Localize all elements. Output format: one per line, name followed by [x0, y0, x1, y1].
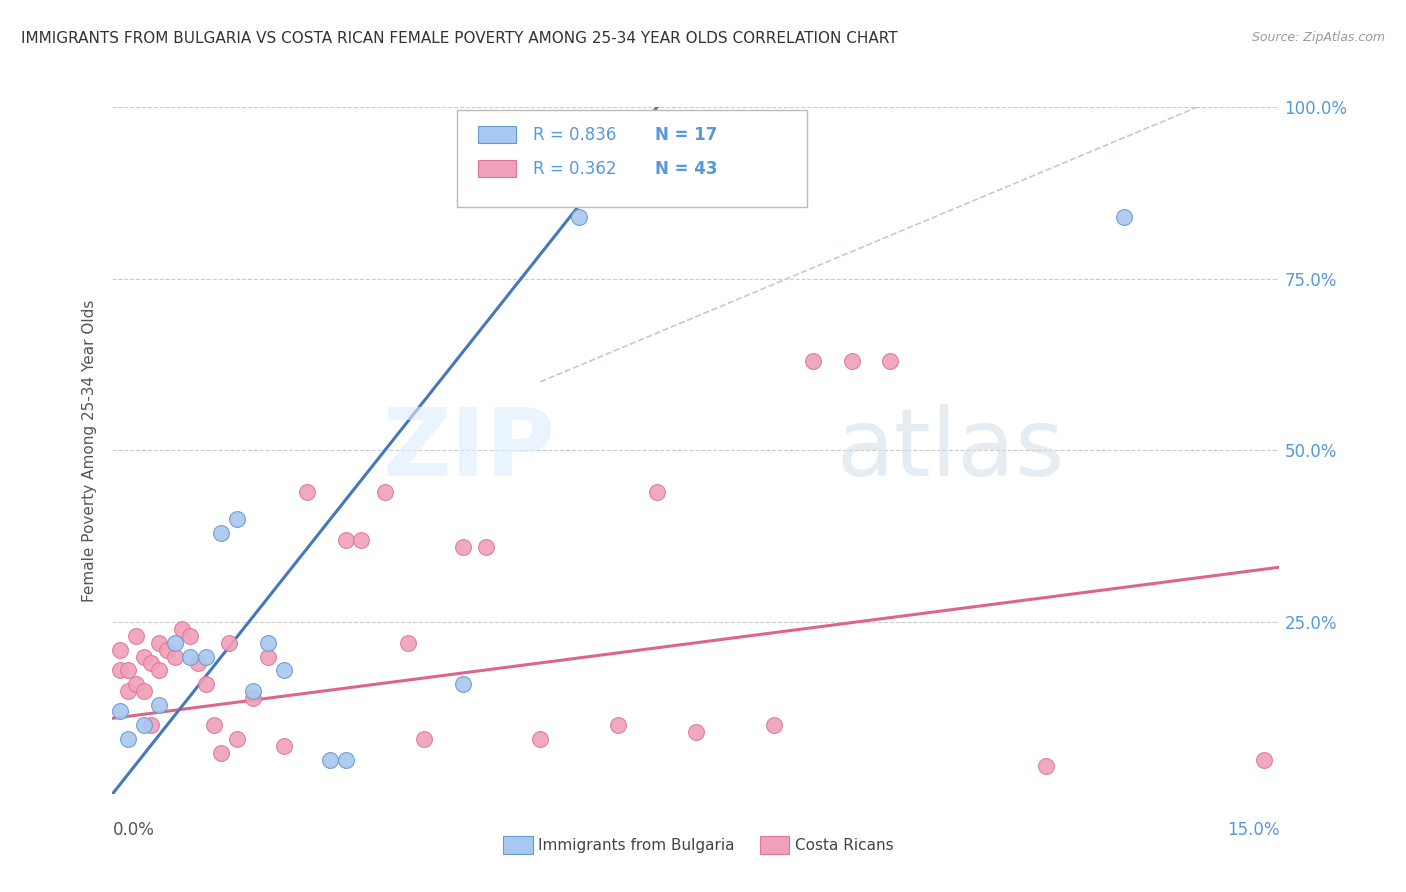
Point	[218, 636, 240, 650]
Point	[132, 683, 155, 698]
Point	[273, 663, 295, 677]
Point	[132, 718, 155, 732]
Point	[209, 525, 232, 540]
Point	[257, 636, 280, 650]
Point	[156, 642, 179, 657]
Point	[335, 533, 357, 547]
Point	[607, 718, 630, 732]
Point	[762, 718, 785, 732]
Point	[350, 533, 373, 547]
Point	[179, 629, 201, 643]
Point	[148, 636, 170, 650]
Point	[110, 663, 132, 677]
Point	[475, 540, 498, 554]
Point	[209, 746, 232, 760]
FancyBboxPatch shape	[478, 161, 516, 178]
Point	[242, 683, 264, 698]
Point	[242, 690, 264, 705]
Text: atlas: atlas	[837, 404, 1064, 497]
Text: IMMIGRANTS FROM BULGARIA VS COSTA RICAN FEMALE POVERTY AMONG 25-34 YEAR OLDS COR: IMMIGRANTS FROM BULGARIA VS COSTA RICAN …	[21, 31, 897, 46]
Point	[451, 540, 474, 554]
Point	[110, 642, 132, 657]
Point	[141, 657, 163, 671]
Text: Source: ZipAtlas.com: Source: ZipAtlas.com	[1251, 31, 1385, 45]
Text: Immigrants from Bulgaria: Immigrants from Bulgaria	[538, 838, 735, 853]
Point	[163, 649, 186, 664]
Point	[1112, 210, 1135, 224]
Text: Costa Ricans: Costa Ricans	[796, 838, 894, 853]
Point	[257, 649, 280, 664]
Point	[451, 677, 474, 691]
Y-axis label: Female Poverty Among 25-34 Year Olds: Female Poverty Among 25-34 Year Olds	[82, 300, 97, 601]
Point	[685, 725, 707, 739]
Text: R = 0.836: R = 0.836	[533, 126, 616, 144]
Text: ZIP: ZIP	[382, 404, 555, 497]
Point	[879, 354, 901, 368]
FancyBboxPatch shape	[457, 111, 807, 207]
Point	[148, 698, 170, 712]
Point	[117, 731, 139, 746]
Point	[841, 354, 863, 368]
FancyBboxPatch shape	[761, 837, 789, 855]
Point	[335, 753, 357, 767]
Point	[295, 484, 318, 499]
Point	[226, 731, 249, 746]
Point	[801, 354, 824, 368]
Point	[374, 484, 396, 499]
Point	[273, 739, 295, 753]
FancyBboxPatch shape	[503, 837, 533, 855]
Point	[172, 622, 194, 636]
Text: 15.0%: 15.0%	[1227, 822, 1279, 839]
Point	[194, 677, 217, 691]
Point	[163, 636, 186, 650]
Point	[125, 629, 148, 643]
Point	[1035, 759, 1057, 773]
Text: N = 17: N = 17	[655, 126, 717, 144]
Point	[125, 677, 148, 691]
Point	[148, 663, 170, 677]
Point	[1253, 753, 1275, 767]
Point	[117, 663, 139, 677]
Point	[529, 731, 551, 746]
FancyBboxPatch shape	[478, 126, 516, 143]
Point	[132, 649, 155, 664]
Point	[645, 484, 668, 499]
Point	[117, 683, 139, 698]
Point	[319, 753, 342, 767]
Point	[141, 718, 163, 732]
Point	[202, 718, 225, 732]
Point	[110, 705, 132, 719]
Point	[187, 657, 209, 671]
Point	[226, 512, 249, 526]
Point	[396, 636, 419, 650]
Point	[194, 649, 217, 664]
Text: 0.0%: 0.0%	[112, 822, 155, 839]
Point	[412, 731, 434, 746]
Point	[568, 210, 591, 224]
Point	[179, 649, 201, 664]
Text: R = 0.362: R = 0.362	[533, 160, 616, 178]
Text: N = 43: N = 43	[655, 160, 717, 178]
